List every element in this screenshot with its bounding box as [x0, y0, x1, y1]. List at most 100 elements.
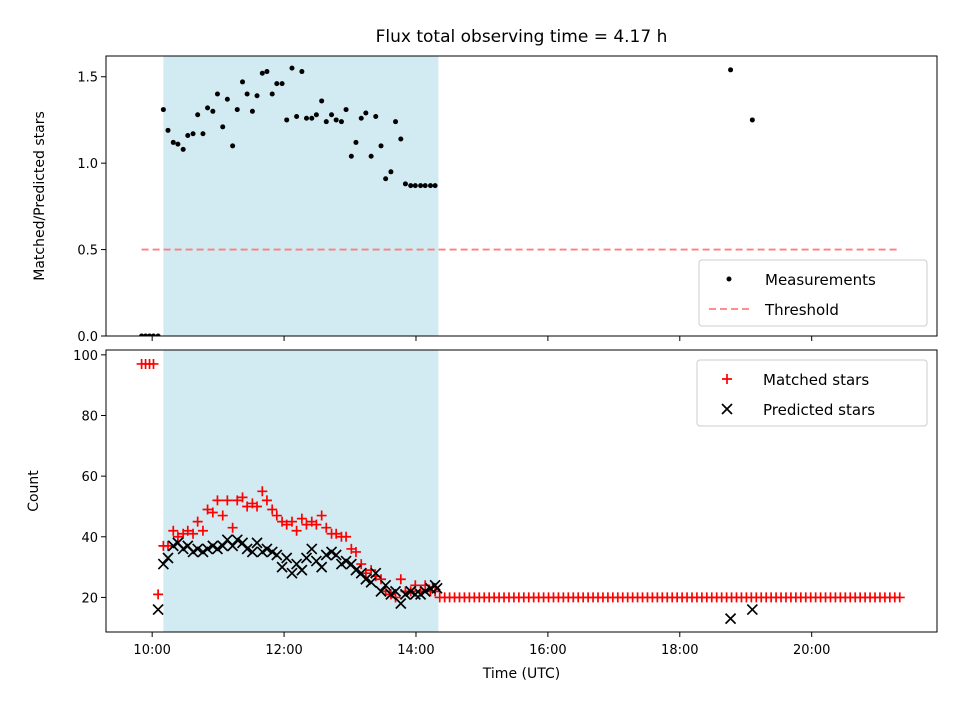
predicted-star-marker: [276, 561, 288, 573]
matched-star-marker: [261, 495, 272, 506]
legend-label: Matched stars: [763, 371, 869, 389]
y-tick-label: 60: [81, 470, 98, 485]
measurement-point: [269, 91, 275, 97]
matched-star-marker: [242, 501, 253, 512]
y-axis-label: Matched/Predicted stars: [32, 111, 48, 281]
measurement-point: [353, 139, 359, 145]
measurement-point: [358, 115, 364, 121]
y-tick-label: 20: [81, 591, 98, 606]
predicted-star-marker: [360, 573, 372, 585]
predicted-star-marker: [724, 613, 737, 625]
predicted-star-marker: [241, 543, 253, 555]
matched-star-marker: [182, 525, 193, 536]
matched-star-marker: [390, 592, 401, 603]
measurement-point: [175, 141, 181, 147]
matched-star-marker: [252, 501, 263, 512]
matched-star-marker: [376, 574, 387, 585]
predicted-star-marker: [746, 603, 758, 616]
y-tick-label: 100: [73, 349, 98, 364]
y-axis-label: Count: [26, 470, 42, 512]
axes-frame: [105, 55, 938, 337]
measurement-point: [150, 333, 156, 336]
x-tick-label: 18:00: [661, 643, 698, 658]
measurement-point: [254, 93, 260, 99]
measurement-point: [333, 117, 339, 123]
legend-plus-icon: [722, 374, 732, 384]
matched-star-marker: [172, 531, 183, 542]
measurement-point: [323, 119, 329, 125]
measurement-point: [338, 119, 344, 125]
matched-star-marker: [356, 559, 367, 570]
predicted-star-marker: [409, 588, 421, 601]
matched-star-marker: [267, 504, 278, 515]
predicted-star-marker: [395, 597, 407, 610]
predicted-star-marker: [192, 543, 204, 555]
predicted-star-marker: [350, 564, 362, 576]
matched-star-marker: [311, 519, 322, 530]
matched-star-marker: [395, 574, 406, 585]
measurement-point: [230, 143, 236, 149]
measurement-point: [383, 176, 389, 182]
legend-dot-icon: [726, 276, 732, 282]
measurement-point: [432, 183, 438, 189]
predicted-star-marker: [152, 603, 164, 616]
observing-interval-shade: [163, 350, 439, 632]
measurement-point: [408, 183, 414, 189]
y-tick-label: 80: [81, 409, 98, 424]
x-tick-label: 14:00: [397, 643, 434, 658]
measurement-point: [343, 107, 349, 113]
measurement-point: [398, 136, 404, 142]
measurement-point: [244, 91, 250, 97]
measurement-point: [200, 131, 206, 137]
predicted-star-marker: [306, 543, 318, 555]
measurement-point: [284, 117, 290, 123]
x-tick-label: 10:00: [133, 643, 170, 658]
matched-star-marker: [331, 528, 342, 539]
y-tick-label: 0.5: [77, 244, 98, 259]
measurement-point: [388, 169, 394, 175]
measurement-point: [214, 91, 220, 97]
matched-star-marker: [286, 516, 297, 527]
x-axis-label: Time (UTC): [482, 666, 560, 682]
predicted-star-marker: [380, 579, 392, 591]
predicted-star-marker: [355, 567, 367, 579]
legend-label: Threshold: [764, 301, 839, 319]
measurement-point: [210, 108, 216, 114]
measurement-point: [363, 110, 369, 116]
matched-star-marker: [341, 531, 352, 542]
y-tick-label: 1.0: [77, 157, 98, 172]
matched-star-marker: [894, 592, 905, 603]
matched-star-marker: [360, 568, 371, 579]
matched-star-marker: [202, 504, 213, 515]
y-tick-label: 40: [81, 531, 98, 546]
predicted-star-marker: [211, 543, 224, 555]
predicted-star-marker: [261, 543, 273, 555]
matched-star-marker: [321, 522, 332, 533]
predicted-star-marker: [399, 588, 412, 601]
matched-star-marker: [207, 507, 218, 518]
x-tick-label: 12:00: [265, 643, 302, 658]
measurement-point: [299, 69, 305, 75]
matched-star-marker: [366, 565, 377, 576]
predicted-star-marker: [316, 561, 328, 573]
measurement-point: [220, 124, 226, 130]
predicted-star-marker: [246, 546, 259, 558]
matched-star-marker: [291, 525, 302, 536]
measurement-point: [294, 113, 300, 119]
predicted-star-marker: [227, 540, 239, 552]
measurement-point: [728, 67, 734, 73]
measurement-point: [313, 112, 319, 118]
predicted-star-marker: [320, 549, 332, 561]
measurement-point: [234, 107, 240, 113]
measurement-point: [195, 112, 201, 118]
matched-star-marker: [410, 580, 421, 591]
measurement-point: [373, 113, 379, 119]
predicted-star-marker: [251, 537, 263, 549]
predicted-star-marker: [365, 576, 377, 588]
chart-title: Flux total observing time = 4.17 h: [376, 27, 668, 47]
measurement-point: [289, 65, 295, 71]
predicted-star-marker: [231, 534, 243, 546]
predicted-star-marker: [281, 552, 293, 564]
measurement-point: [348, 153, 354, 159]
matched-star-marker: [350, 546, 361, 557]
